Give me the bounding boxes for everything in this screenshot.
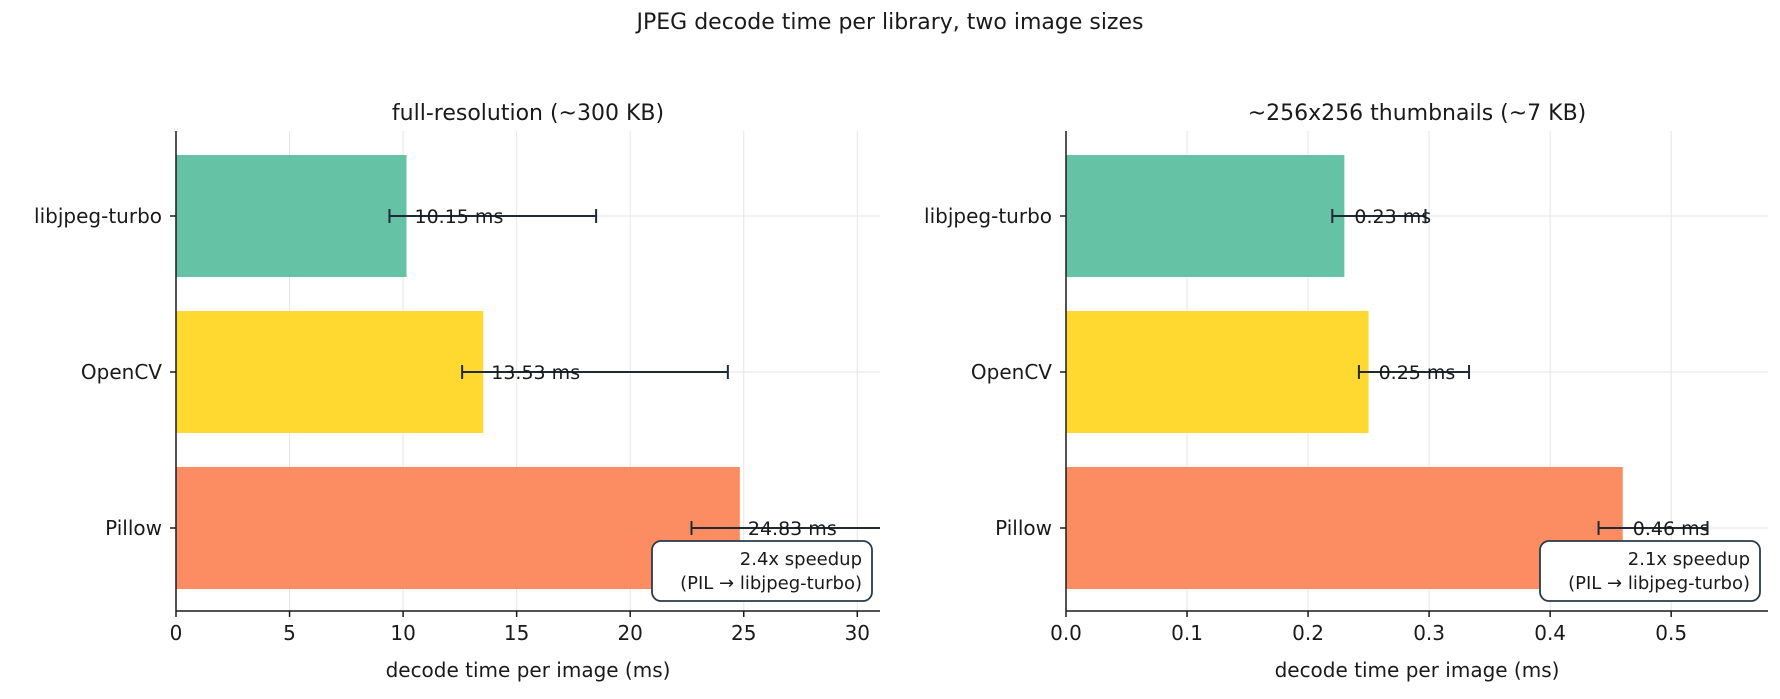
bar-libjpeg-turbo — [1066, 155, 1345, 277]
panel-title: full-resolution (~300 KB) — [392, 101, 664, 126]
y-tick-label-pillow: Pillow — [105, 516, 162, 540]
y-tick-label-opencv: OpenCV — [81, 360, 162, 384]
y-tick-label-libjpeg-turbo: libjpeg-turbo — [924, 204, 1052, 228]
x-tick-label: 25 — [731, 621, 756, 645]
figure-title: JPEG decode time per library, two image … — [636, 10, 1144, 35]
annotation-box — [651, 540, 873, 602]
panel-1: 10.15 ms 13.53 ms 24.83 ms 0 5 10 15 20 25 30 libj… — [34, 101, 880, 682]
y-tick-label-opencv: OpenCV — [971, 360, 1052, 384]
bar-pillow — [176, 467, 740, 589]
x-tick-label: 0.2 — [1292, 621, 1324, 645]
x-tick-label: 0.1 — [1171, 621, 1203, 645]
annotation-line-2: (PIL → libjpeg-turbo) — [680, 573, 862, 594]
y-tick-label-pillow: Pillow — [995, 516, 1052, 540]
x-tick-label: 0.0 — [1050, 621, 1082, 645]
x-tick-label: 0.5 — [1655, 621, 1687, 645]
annotation-line-1: 2.1x speedup — [1628, 549, 1750, 570]
y-tick-label-libjpeg-turbo: libjpeg-turbo — [34, 204, 162, 228]
x-axis-label: decode time per image (ms) — [386, 658, 671, 682]
bar-opencv — [1066, 311, 1369, 433]
x-axis-label: decode time per image (ms) — [1275, 658, 1560, 682]
annotation-line-2: (PIL → libjpeg-turbo) — [1568, 573, 1750, 594]
data-label-opencv: 13.53 ms — [491, 362, 580, 384]
data-label-pillow: 0.46 ms — [1633, 518, 1710, 540]
bar-opencv — [176, 311, 484, 433]
bar-pillow — [1066, 467, 1623, 589]
annotation-line-1: 2.4x speedup — [740, 549, 862, 570]
bar-libjpeg-turbo — [176, 155, 407, 277]
plot-area — [1066, 155, 1709, 589]
annotation-box — [1539, 540, 1761, 602]
data-label-pillow: 24.83 ms — [748, 518, 837, 540]
panel-title: ~256x256 thumbnails (~7 KB) — [1248, 101, 1587, 126]
data-label-libjpeg-turbo: 10.15 ms — [415, 206, 504, 228]
x-tick-label: 5 — [283, 621, 296, 645]
x-tick-label: 20 — [617, 621, 642, 645]
x-tick-label: 0 — [170, 621, 183, 645]
data-label-opencv: 0.25 ms — [1379, 362, 1456, 384]
x-tick-label: 0.3 — [1413, 621, 1445, 645]
x-tick-label: 0.4 — [1534, 621, 1566, 645]
plot-area — [176, 155, 880, 589]
data-label-libjpeg-turbo: 0.23 ms — [1354, 206, 1431, 228]
x-tick-label: 15 — [504, 621, 529, 645]
panel-2: 0.23 ms 0.25 ms 0.46 ms 0.0 0.1 0.2 0.3 0.4 0.5 l… — [924, 101, 1768, 682]
x-tick-label: 30 — [845, 621, 870, 645]
x-tick-label: 10 — [390, 621, 415, 645]
